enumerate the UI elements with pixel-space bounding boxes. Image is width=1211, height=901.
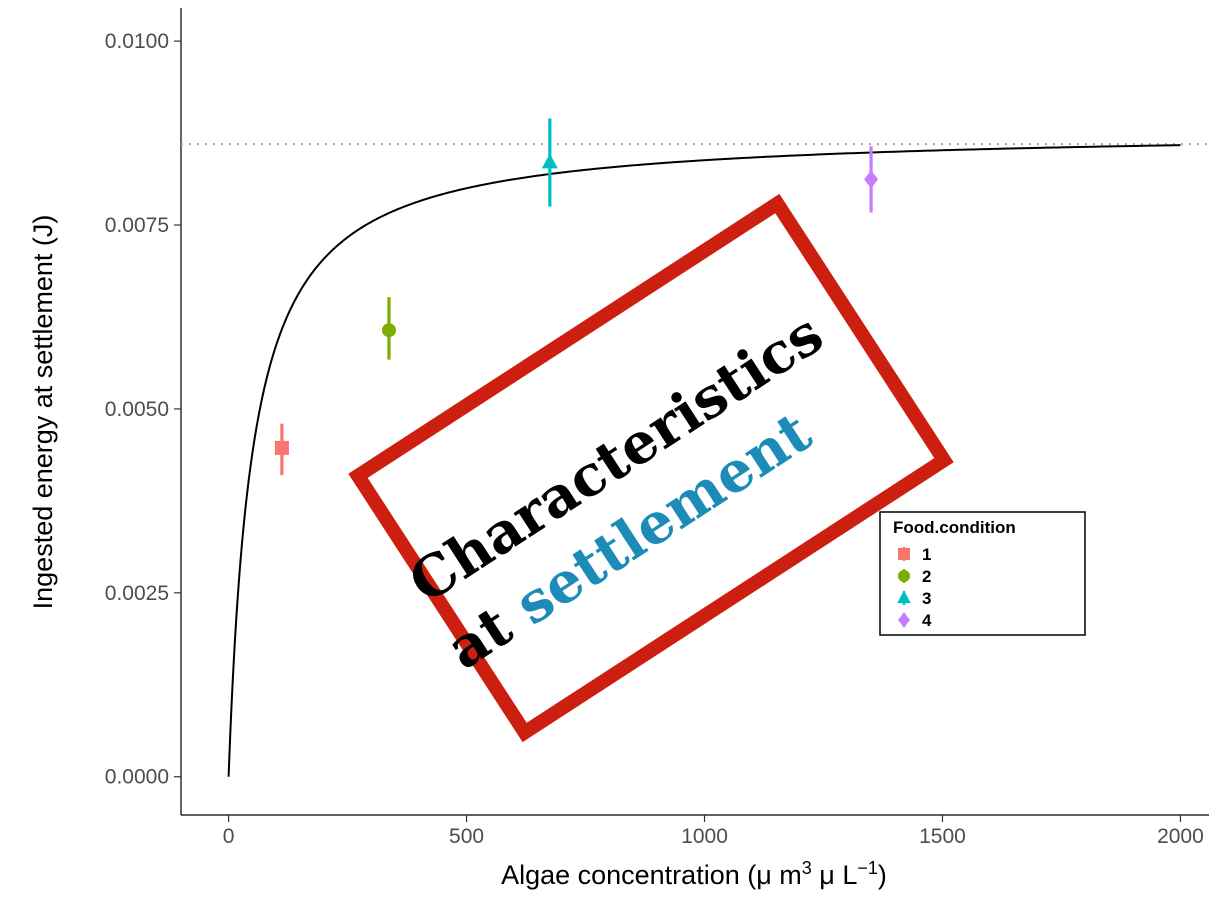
x-tick-label: 1500	[919, 825, 966, 848]
x-tick-label: 500	[449, 825, 484, 848]
y-ticks: 0.0000 0.0025 0.0050 0.0075 0.0100	[105, 30, 181, 789]
point-series-3	[541, 153, 558, 169]
x-ticks: 0 500 1000 1500 2000	[223, 815, 1204, 848]
y-tick-label: 0.0050	[105, 398, 169, 421]
legend-label-3: 3	[922, 589, 931, 608]
legend-label-2: 2	[922, 567, 931, 586]
point-series-2	[381, 323, 396, 338]
legend-box	[879, 511, 1086, 636]
stamp-overlay: Characteristics at settlement	[348, 193, 954, 743]
legend-key-2	[898, 570, 910, 582]
fitted-curve	[227, 144, 1181, 777]
legend: Food.condition 1 2 3 4	[879, 511, 1086, 636]
legend-items: 1 2 3 4	[897, 545, 932, 630]
data-points	[274, 118, 879, 476]
legend-label-1: 1	[922, 545, 931, 564]
legend-label-4: 4	[922, 611, 932, 630]
y-tick-label: 0.0025	[105, 582, 169, 605]
legend-key-3	[897, 590, 911, 604]
y-tick-label: 0.0100	[105, 30, 169, 53]
x-tick-label: 2000	[1157, 825, 1204, 848]
point-series-1	[274, 440, 289, 455]
legend-title: Food.condition	[893, 518, 1016, 537]
stamp-border	[348, 193, 954, 743]
x-tick-label: 0	[223, 825, 235, 848]
point-series-4	[864, 170, 879, 189]
y-tick-label: 0.0075	[105, 214, 169, 237]
x-axis-title: Algae concentration (μ m3 μ L−1)	[501, 858, 887, 890]
legend-key-4	[898, 612, 910, 628]
x-tick-label: 1000	[681, 825, 728, 848]
y-tick-label: 0.0000	[105, 766, 169, 789]
legend-key-1	[898, 548, 910, 560]
y-axis-title: Ingested energy at settlement (J)	[28, 215, 58, 610]
